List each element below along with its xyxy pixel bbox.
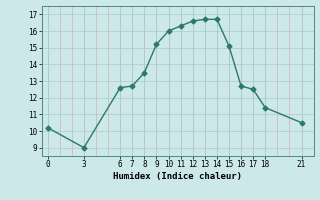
X-axis label: Humidex (Indice chaleur): Humidex (Indice chaleur): [113, 172, 242, 181]
